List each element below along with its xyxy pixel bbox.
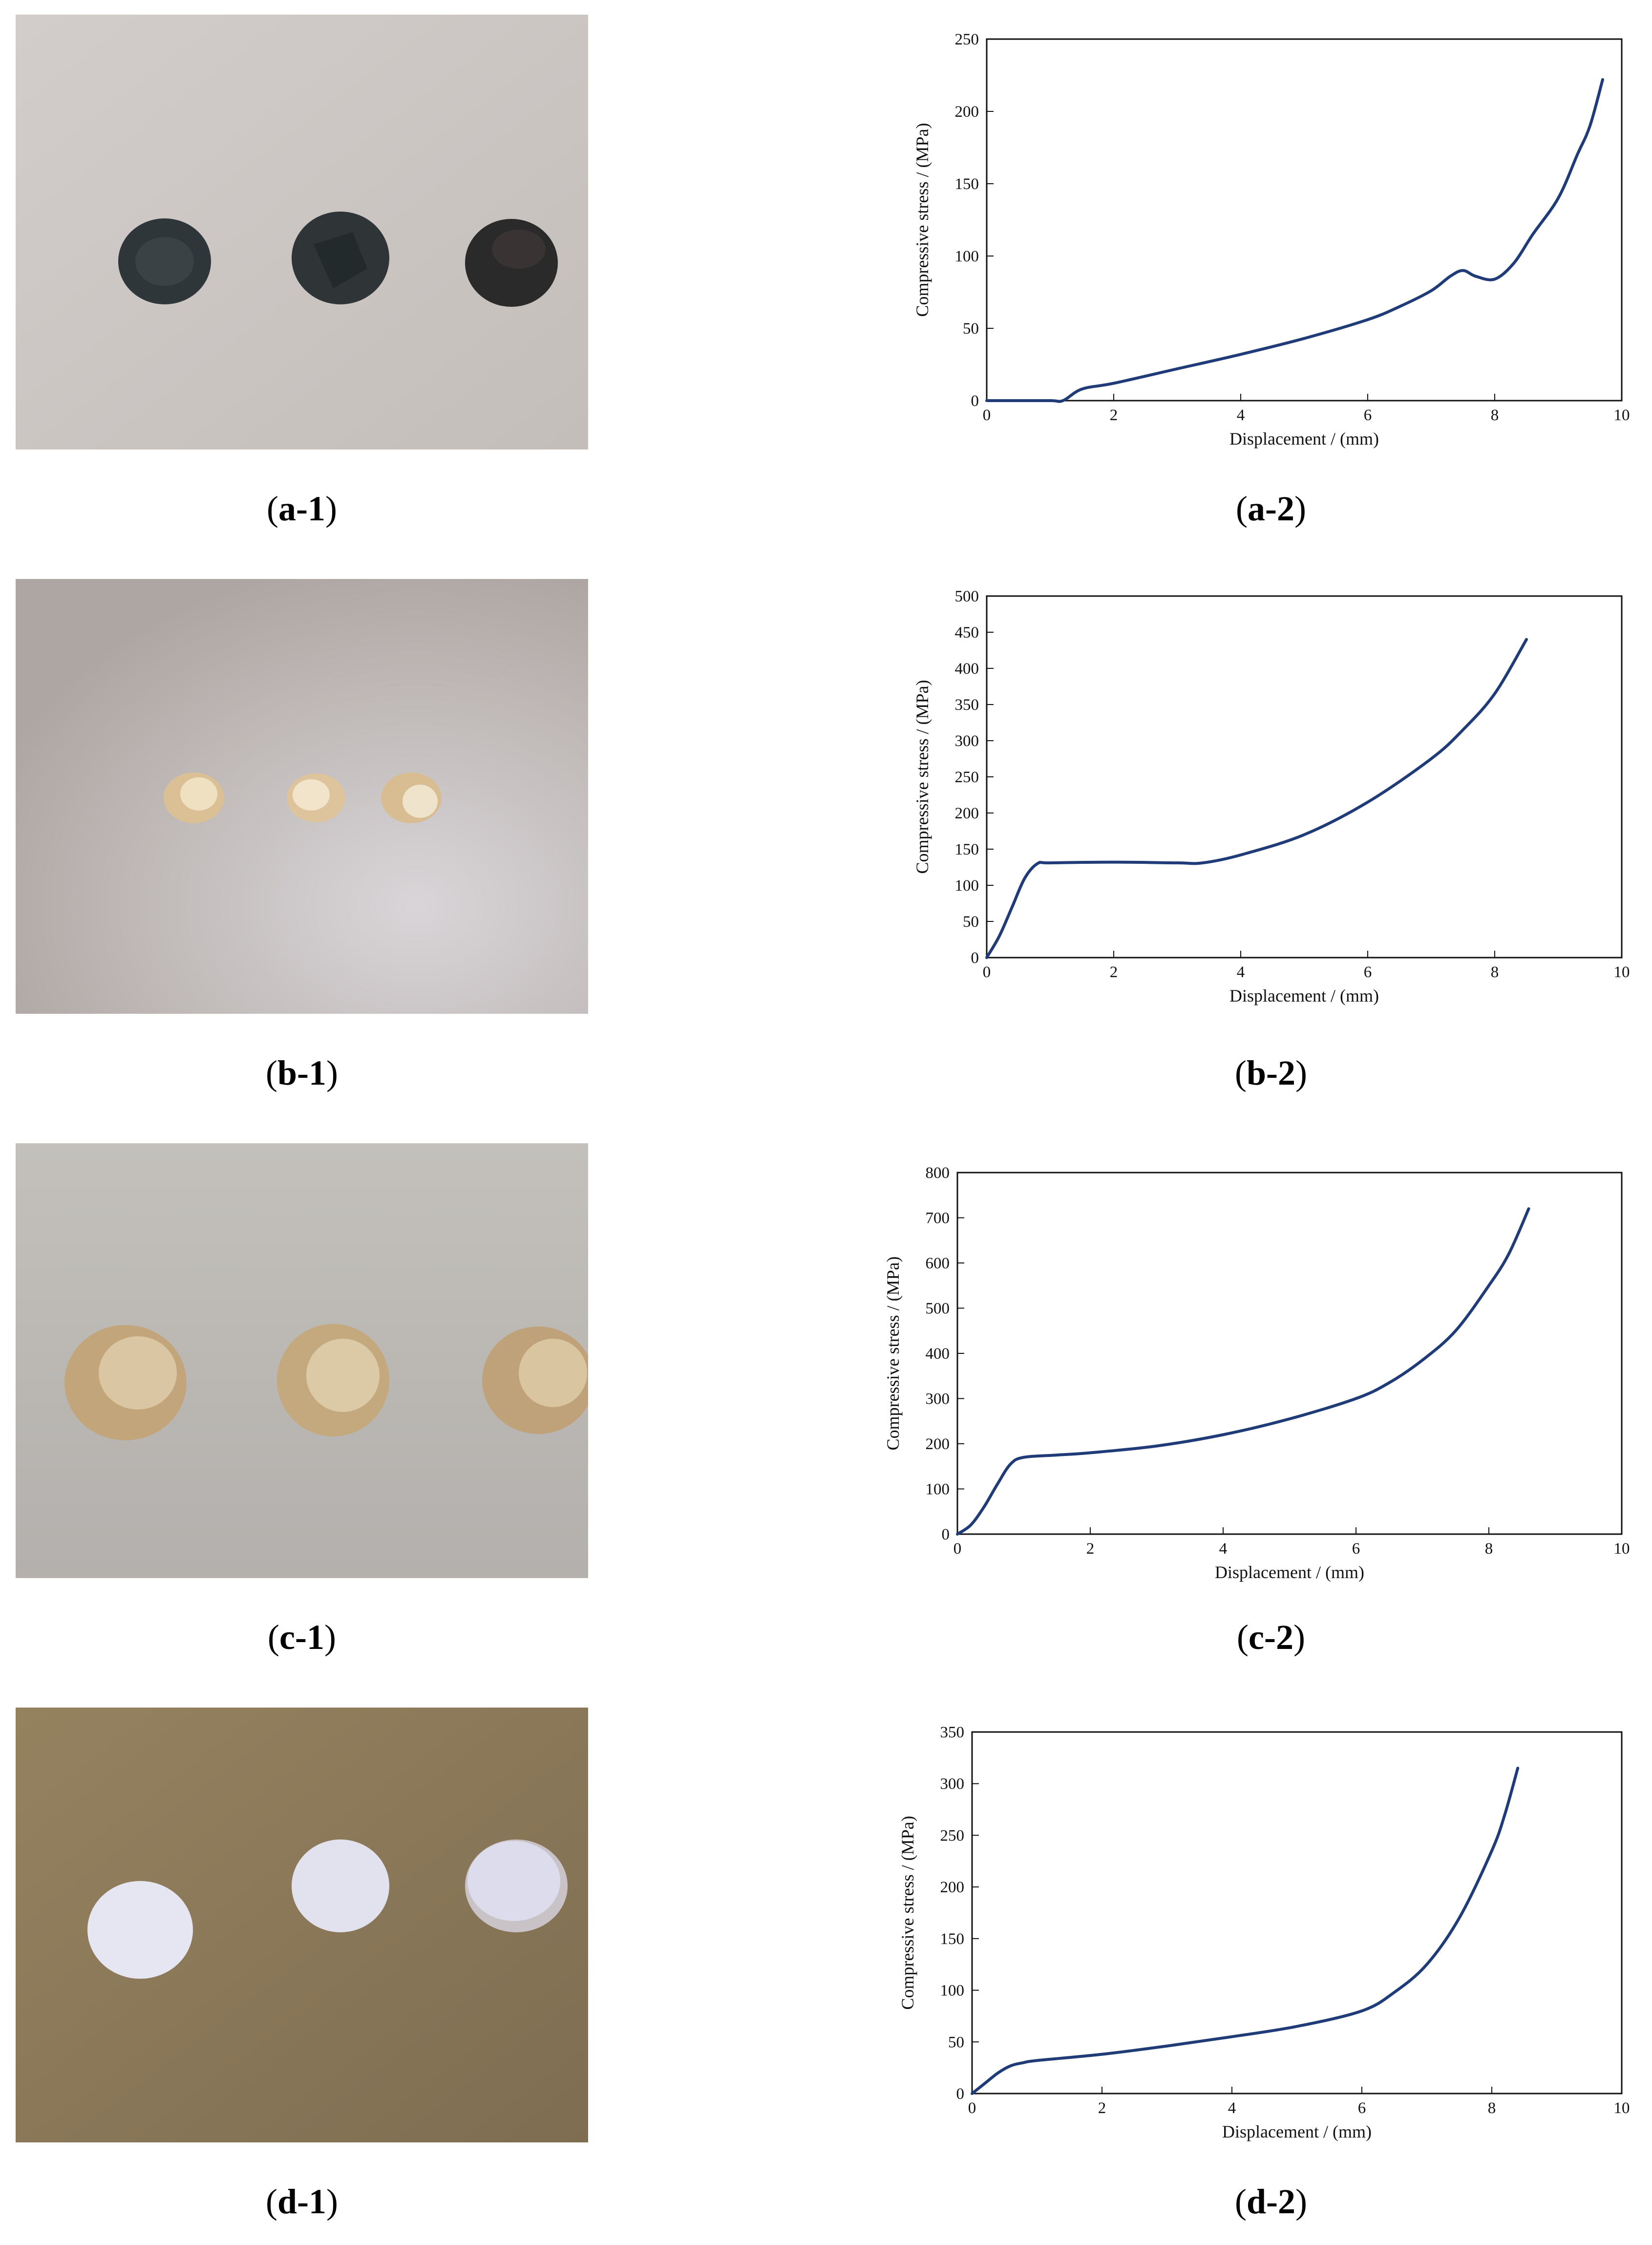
caption-b-1: (b-1) (266, 1053, 338, 1092)
y-tick-label: 350 (955, 696, 979, 714)
y-tick-label: 450 (955, 624, 979, 641)
y-tick-label: 50 (963, 320, 979, 338)
x-tick-label: 0 (968, 2099, 976, 2117)
x-tick-label: 10 (1614, 406, 1630, 424)
chart-svg: 0 2 4 6 8 10050100150200250300350400450500Dis… (912, 588, 1630, 1005)
x-axis-title: Displacement / (mm) (1222, 2122, 1372, 2141)
x-tick-label: 4 (1237, 406, 1245, 424)
y-axis-title: Compressive stress / (MPa) (883, 1257, 903, 1451)
plot-frame (986, 38, 1623, 402)
caption-d-1: (d-1) (266, 2182, 338, 2221)
y-tick-label: 150 (940, 1930, 965, 1948)
y-tick-label: 0 (942, 1526, 950, 1543)
photo-b-1 (16, 579, 588, 1014)
y-axis-title: Compressive stress / (MPa) (912, 680, 932, 874)
y-tick-label: 600 (926, 1255, 950, 1272)
caption-d-2: (d-2) (1235, 2182, 1307, 2221)
x-tick-label: 2 (1086, 1540, 1095, 1558)
y-tick-label: 700 (926, 1210, 950, 1227)
series-line (956, 1207, 1530, 1536)
x-tick-label: 6 (1358, 2099, 1366, 2117)
y-tick-label: 500 (955, 588, 979, 605)
x-tick-label: 10 (1614, 1540, 1630, 1558)
chart-d-2: 0 2 4 6 8 10 0 50 100 150 200 250 300 350 Displacement… (874, 1722, 1641, 2152)
y-tick-label: 300 (940, 1775, 965, 1793)
x-tick-label: 4 (1228, 2099, 1236, 2117)
y-tick-label: 0 (971, 949, 979, 967)
y-axis-title: Compressive stress / (MPa) (912, 123, 932, 317)
y-tick-label: 400 (926, 1345, 950, 1363)
y-tick-label: 300 (926, 1390, 950, 1408)
x-tick-label: 4 (1237, 963, 1245, 981)
x-axis-title: Displacement / (mm) (1229, 986, 1379, 1005)
y-tick-label: 200 (955, 805, 979, 822)
x-tick-label: 0 (953, 1540, 962, 1558)
chart-svg: 0 2 4 6 8 10050100150200250300350Displacement… (898, 1724, 1630, 2141)
chart-a-2: 0 2 4 6 8 10 0 50 100 150 200 250 Displacement / (mm… (889, 29, 1641, 459)
x-tick-label: 8 (1491, 406, 1499, 424)
x-tick-label: 8 (1485, 1540, 1493, 1558)
x-tick-label: 8 (1488, 2099, 1496, 2117)
chart-b-2: 0 2 4 6 8 10 0 50 100 150 200 250 300 350 400 450 500 Dis… (889, 586, 1641, 1016)
y-tick-label: 100 (940, 1982, 965, 2000)
photo-a-1 (16, 15, 588, 449)
x-tick-label: 6 (1352, 1540, 1360, 1558)
series-line (985, 78, 1604, 403)
y-tick-label: 250 (955, 769, 979, 786)
x-tick-label: 4 (1219, 1540, 1228, 1558)
y-tick-label: 250 (940, 1827, 965, 1844)
y-tick-label: 50 (963, 913, 979, 931)
y-tick-label: 350 (940, 1724, 965, 1741)
y-tick-label: 200 (940, 1879, 965, 1896)
x-tick-label: 6 (1364, 406, 1372, 424)
caption-a-2: (b-1a-2) (1236, 489, 1306, 528)
photo-c-1 (16, 1143, 588, 1578)
y-tick-label: 0 (956, 2085, 965, 2103)
x-tick-label: 0 (983, 406, 991, 424)
y-tick-label: 200 (955, 103, 979, 121)
y-tick-label: 250 (955, 31, 979, 48)
x-tick-label: 0 (983, 963, 991, 981)
caption-c-2: (c-2) (1237, 1618, 1305, 1657)
y-tick-label: 800 (926, 1164, 950, 1182)
y-tick-label: 50 (948, 2033, 964, 2051)
y-axis-title: Compressive stress / (MPa) (898, 1816, 917, 2010)
y-tick-label: 0 (971, 392, 979, 410)
chart-svg: 0 2 4 6 8 100100200300400500600700800Displace… (883, 1164, 1630, 1582)
x-axis-title: Displacement / (mm) (1215, 1562, 1364, 1582)
y-tick-label: 100 (926, 1481, 950, 1498)
x-tick-label: 8 (1491, 963, 1499, 981)
x-tick-label: 2 (1110, 963, 1118, 981)
x-axis-title: Displacement / (mm) (1229, 429, 1379, 449)
y-tick-label: 200 (926, 1435, 950, 1453)
y-tick-label: 150 (955, 175, 979, 193)
y-tick-label: 100 (955, 877, 979, 895)
y-tick-label: 400 (955, 660, 979, 678)
chart-c-2: 0 2 4 6 8 10 0 100 200 300 400 500 600 700 800 Displace… (860, 1163, 1641, 1593)
y-tick-label: 500 (926, 1300, 950, 1318)
x-tick-label: 2 (1110, 406, 1118, 424)
y-tick-label: 100 (955, 248, 979, 265)
x-tick-label: 10 (1614, 963, 1630, 981)
series-line (971, 1767, 1520, 2095)
y-tick-label: 300 (955, 732, 979, 750)
caption-a-1: (a-1) (267, 489, 337, 528)
x-tick-label: 6 (1364, 963, 1372, 981)
x-tick-label: 10 (1614, 2099, 1630, 2117)
x-tick-label: 2 (1098, 2099, 1106, 2117)
sample-disc (87, 1881, 193, 1979)
sample-disc (292, 1839, 389, 1932)
caption-c-1: (c-1) (268, 1618, 336, 1657)
plot-frame (971, 1731, 1623, 2095)
plot-frame (986, 595, 1623, 959)
photo-d-1 (16, 1708, 588, 2142)
y-tick-label: 150 (955, 841, 979, 858)
caption-b-2: (b-2) (1235, 1053, 1307, 1092)
series-line (985, 638, 1528, 959)
